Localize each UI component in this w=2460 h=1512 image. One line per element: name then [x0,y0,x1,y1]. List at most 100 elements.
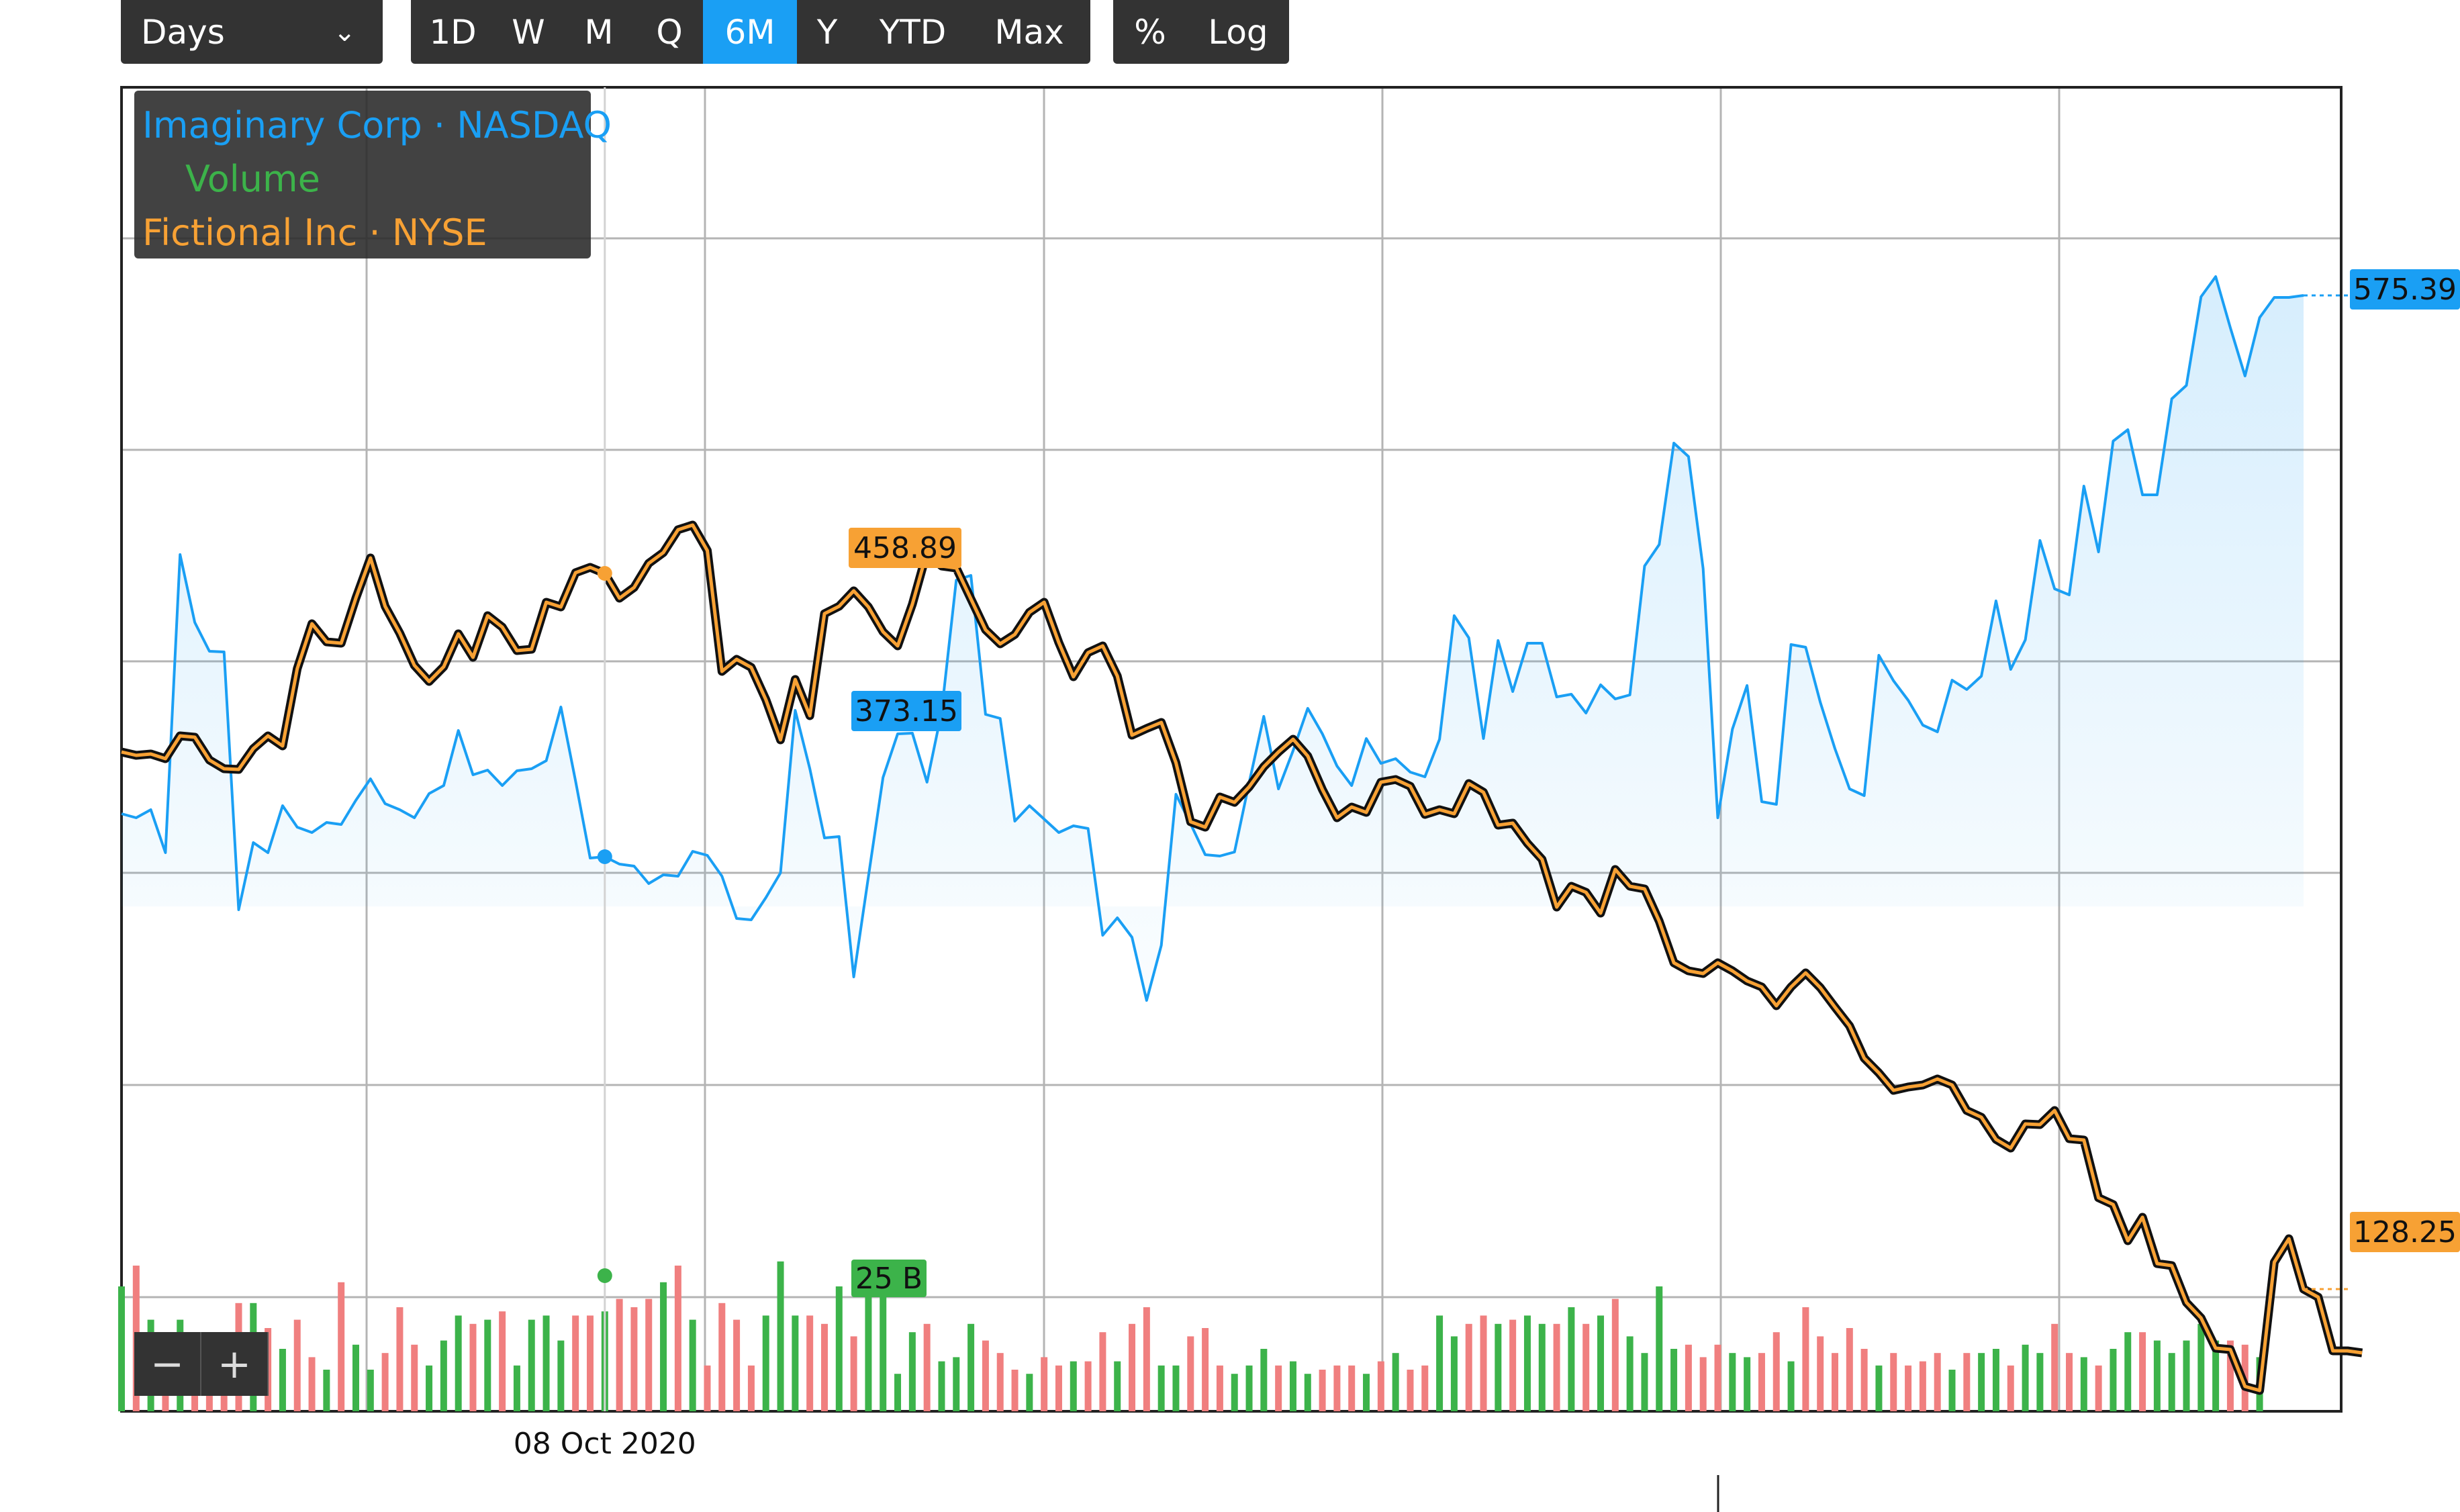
volume-bar [1070,1361,1077,1411]
volume-bar [440,1340,447,1411]
volume-bar [352,1344,359,1411]
log-toggle[interactable]: Log [1208,12,1268,52]
volume-bar [1978,1353,1985,1411]
volume-bar [279,1349,286,1411]
volume-bar [2051,1323,2059,1411]
range-button-q[interactable]: Q [656,12,683,52]
volume-bar [2197,1323,2205,1411]
price-series [120,275,2363,1395]
volume-bar [572,1315,579,1411]
volume-bar [381,1353,389,1411]
volume-bar [1421,1365,1429,1411]
volume-bar [908,1332,916,1411]
volume-bar [1611,1298,1619,1411]
volume-bar [820,1323,828,1411]
volume-bar [1729,1353,1736,1411]
range-button-w[interactable]: W [512,12,545,52]
volume-bar [923,1323,931,1411]
volume-bar [835,1286,843,1411]
volume-bar [1875,1365,1883,1411]
volume-bar [1129,1323,1136,1411]
volume-bar [762,1315,769,1411]
volume-bar [1099,1332,1106,1411]
volume-bar [953,1357,960,1411]
volume-bar [1948,1370,1956,1411]
volume-bar [1231,1374,1238,1411]
volume-bar [996,1353,1004,1411]
volume-bar [777,1261,784,1411]
volume-bar [484,1319,491,1411]
scale-selector: % Log [1113,0,1289,64]
volume-bar [1685,1344,1692,1411]
volume-bar [1656,1286,1663,1411]
volume-bar [1260,1349,1268,1411]
volume-bar [1275,1365,1282,1411]
volume-bar [1304,1374,1311,1411]
volume-bar [1744,1357,1751,1411]
hover-label-volume: 25 B [851,1260,927,1297]
volume-bar [982,1340,989,1411]
volume-bar [2080,1357,2087,1411]
volume-bar [1041,1357,1048,1411]
range-button-m[interactable]: M [584,12,614,52]
range-button-max[interactable]: Max [994,12,1064,52]
volume-bar [513,1365,520,1411]
percent-toggle[interactable]: % [1134,12,1166,52]
volume-hover-dot [597,1268,612,1283]
volume-bar [1963,1353,1971,1411]
volume-bar [469,1323,477,1411]
range-button-y[interactable]: Y [816,12,838,52]
range-button-6m[interactable]: 6M [703,0,797,64]
volume-bar [338,1282,345,1411]
volume-bar [967,1323,975,1411]
volume-bar [1143,1307,1150,1411]
hover-label-fictional-inc: 458.89 [849,528,961,568]
volume-bar [1377,1361,1384,1411]
volume-bar [1157,1365,1165,1411]
volume-bar [1992,1349,1999,1411]
volume-bar [1392,1353,1399,1411]
legend-series-imaginary-corp[interactable]: Imaginary Corp · NASDAQ [142,104,612,146]
hover-label-imaginary-corp-text: 373.15 [855,694,958,728]
volume-bar [1084,1361,1092,1411]
volume-bar [1714,1344,1721,1411]
volume-bar [1245,1365,1253,1411]
range-button-ytd[interactable]: YTD [879,12,947,52]
range-button-1d[interactable]: 1D [429,12,477,52]
volume-bar [2110,1349,2117,1411]
volume-bar [674,1266,681,1411]
chart-legend: Imaginary Corp · NASDAQ Volume Fictional… [134,91,612,258]
volume-bar [1289,1361,1296,1411]
volume-bar [426,1365,433,1411]
volume-bar [2139,1332,2146,1411]
volume-bar [1363,1374,1370,1411]
volume-bar [806,1315,814,1411]
volume-bar [1172,1365,1180,1411]
volume-bar [1436,1315,1444,1411]
volume-bar [528,1319,535,1411]
volume-bar [2022,1344,2029,1411]
crosshair [597,87,612,1411]
volume-bar [1846,1328,1853,1411]
last-price-label-imaginary-corp: 575.39 [2350,269,2460,310]
volume-bar [792,1315,799,1411]
hover-label-fictional-inc-text: 458.89 [853,531,957,565]
legend-series-fictional-inc[interactable]: Fictional Inc · NYSE [142,211,487,254]
last-price-label-fictional-inc: 128.25 [2350,1212,2460,1252]
volume-bar [1582,1323,1590,1411]
volume-bar [367,1370,374,1411]
volume-bar [1319,1370,1326,1411]
volume-bar [1890,1353,1897,1411]
zoom-out-button[interactable]: − [134,1332,201,1396]
zoom-in-button[interactable]: + [201,1332,269,1396]
volume-bar [542,1315,550,1411]
chevron-down-icon: ⌄ [333,16,356,48]
volume-bar [1026,1374,1033,1411]
volume-bar [499,1311,506,1411]
legend-series-volume[interactable]: Volume [185,158,320,200]
volume-bar [2066,1353,2073,1411]
imaginary-corp-hover-dot [597,849,612,864]
period-dropdown[interactable]: Days ⌄ [121,0,383,64]
volume-bar [2007,1365,2014,1411]
